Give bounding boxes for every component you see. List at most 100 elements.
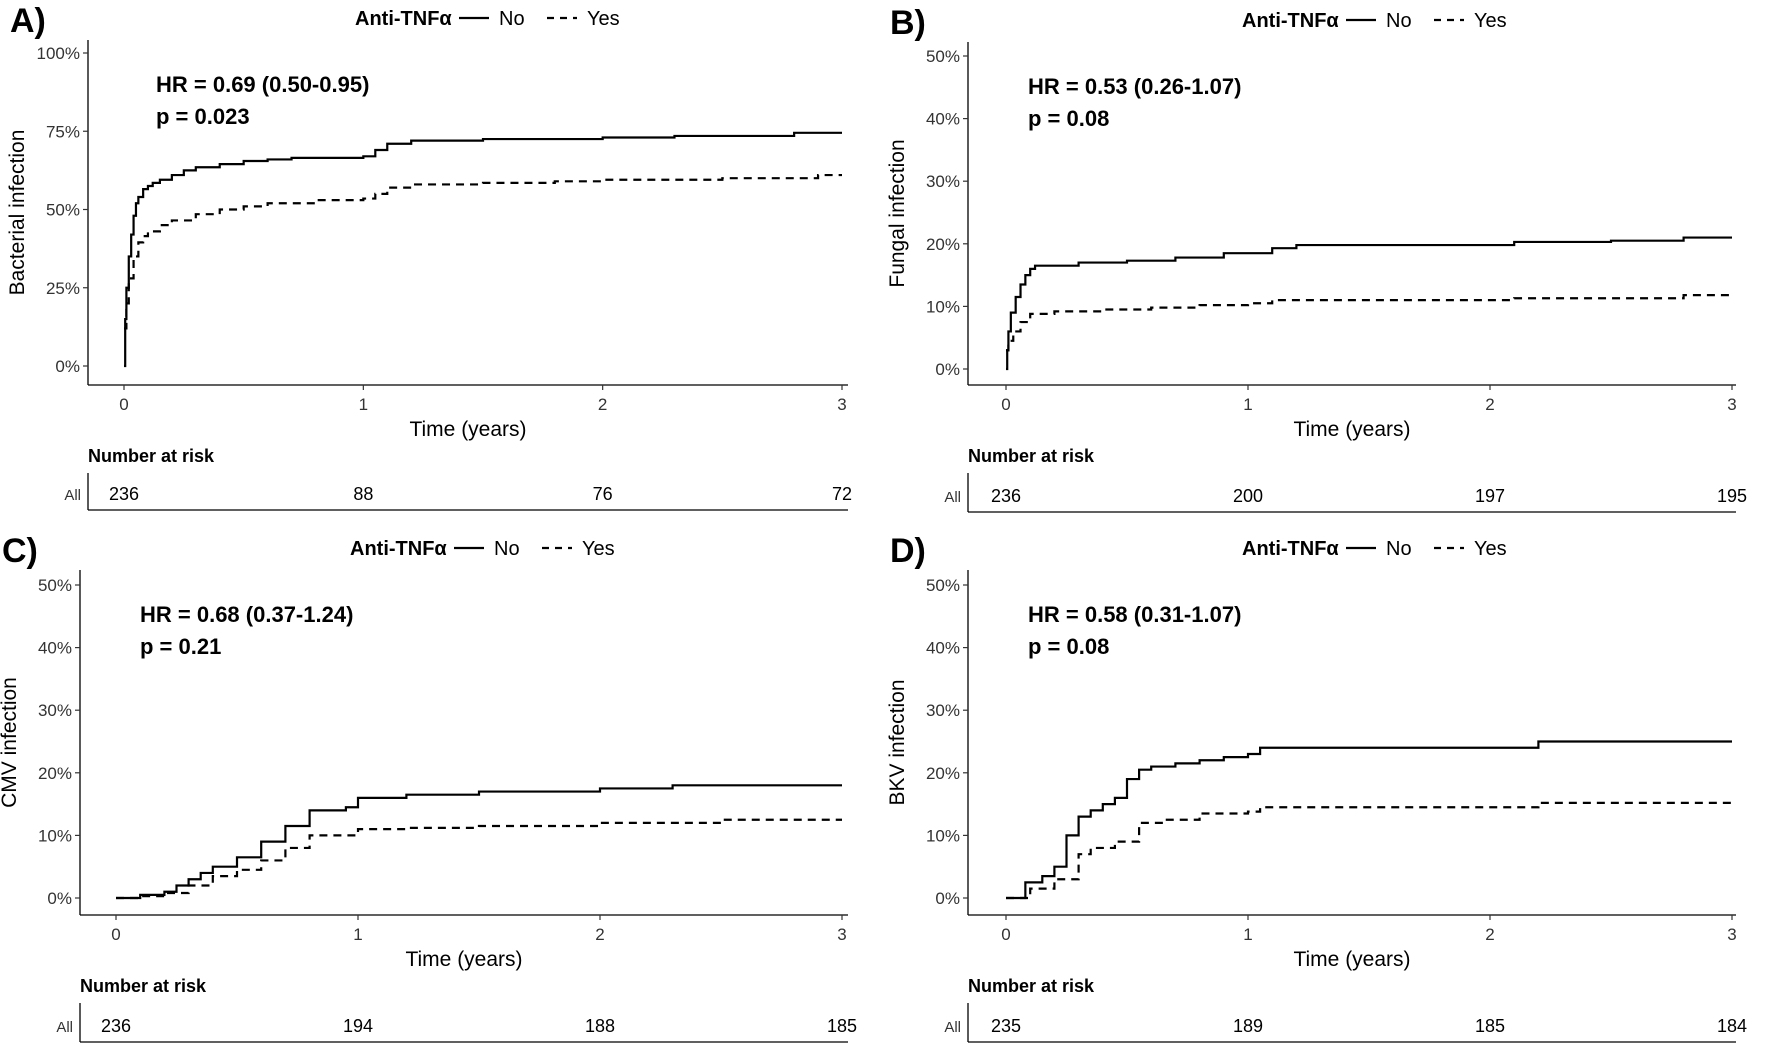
- y-tick-label: 30%: [926, 701, 960, 720]
- series-line-no: [116, 784, 842, 900]
- x-tick-label: 0: [1001, 925, 1010, 944]
- risk-value: 236: [991, 486, 1021, 506]
- risk-table-title: Number at risk: [80, 976, 207, 996]
- y-tick-label: 10%: [926, 826, 960, 845]
- chart-panel-4: D) Anti-TNFα No Yes 0% 10% 20% 30% 40% 50% 0 1 2 3 Tim…: [886, 532, 1747, 1043]
- risk-value: 236: [109, 484, 139, 504]
- series-line-yes: [1006, 294, 1732, 352]
- y-axis-title: Fungal infection: [886, 139, 909, 287]
- y-tick-label: 75%: [46, 122, 80, 141]
- risk-value: 236: [101, 1016, 131, 1036]
- chart-panel-3: C) Anti-TNFα No Yes 0% 10% 20% 30% 40% 50% 0 1 2 3 Tim…: [0, 532, 857, 1043]
- y-tick-label: 20%: [926, 235, 960, 254]
- legend-label-yes: Yes: [587, 8, 620, 30]
- x-tick-label: 3: [1727, 395, 1736, 414]
- x-tick-label: 1: [1243, 395, 1252, 414]
- x-tick-label: 2: [1485, 395, 1494, 414]
- risk-table-title: Number at risk: [88, 446, 215, 466]
- x-tick-label: 2: [1485, 925, 1494, 944]
- x-tick-label: 3: [1727, 925, 1736, 944]
- y-tick-label: 0%: [55, 357, 80, 376]
- chart-panel-2: B) Anti-TNFα No Yes 0% 10% 20% 30% 40% 50% 0 1 2 3 Tim…: [886, 4, 1747, 513]
- y-tick-label: 10%: [926, 297, 960, 316]
- y-axis-title: Bacterial infection: [6, 130, 29, 296]
- risk-value: 195: [1717, 486, 1747, 506]
- y-tick-label: 0%: [47, 889, 72, 908]
- x-tick-label: 2: [595, 925, 604, 944]
- series-line-no: [1006, 740, 1732, 900]
- legend-title: Anti-TNFα: [350, 538, 447, 560]
- y-tick-label: 40%: [38, 639, 72, 658]
- x-axis-title: Time (years): [1293, 948, 1410, 971]
- legend: Anti-TNFα No Yes: [350, 538, 615, 560]
- y-tick-label: 100%: [37, 44, 80, 63]
- x-axis-title: Time (years): [409, 418, 526, 441]
- panel-label: A): [10, 2, 46, 40]
- p-annotation: p = 0.08: [1028, 634, 1109, 659]
- y-tick-label: 30%: [926, 172, 960, 191]
- x-tick-label: 1: [353, 925, 362, 944]
- legend-label-no: No: [1386, 10, 1412, 32]
- series-line-yes: [116, 818, 842, 900]
- risk-row-label: All: [944, 489, 961, 506]
- risk-table: Number at risk All 236 88 76 72: [64, 446, 852, 511]
- y-tick-label: 20%: [38, 764, 72, 783]
- risk-value: 88: [353, 484, 373, 504]
- legend-label-yes: Yes: [1474, 538, 1507, 560]
- risk-value: 235: [991, 1016, 1021, 1036]
- hr-annotation: HR = 0.69 (0.50-0.95): [156, 72, 369, 97]
- legend-label-no: No: [1386, 538, 1412, 560]
- y-tick-label: 0%: [935, 360, 960, 379]
- legend-label-no: No: [499, 8, 525, 30]
- risk-value: 76: [593, 484, 613, 504]
- p-annotation: p = 0.08: [1028, 106, 1109, 131]
- panel-label: C): [2, 532, 38, 570]
- x-axis-title: Time (years): [405, 948, 522, 971]
- risk-table: Number at risk All 236 200 197 195: [944, 446, 1747, 513]
- panel-label: D): [890, 532, 926, 570]
- p-annotation: p = 0.023: [156, 104, 250, 129]
- y-tick-label: 30%: [38, 701, 72, 720]
- legend-label-yes: Yes: [1474, 10, 1507, 32]
- y-tick-label: 40%: [926, 110, 960, 129]
- legend: Anti-TNFα No Yes: [1242, 538, 1507, 560]
- risk-value: 194: [343, 1016, 373, 1036]
- x-tick-label: 0: [1001, 395, 1010, 414]
- risk-value: 185: [827, 1016, 857, 1036]
- y-tick-label: 50%: [46, 201, 80, 220]
- legend: Anti-TNFα No Yes: [355, 8, 620, 30]
- series-line-yes: [1006, 801, 1732, 900]
- risk-value: 185: [1475, 1016, 1505, 1036]
- x-tick-label: 2: [598, 395, 607, 414]
- risk-table: Number at risk All 236 194 188 185: [56, 976, 857, 1043]
- risk-row-label: All: [56, 1019, 73, 1036]
- x-tick-label: 3: [837, 925, 846, 944]
- panel-label: B): [890, 4, 926, 42]
- risk-table: Number at risk All 235 189 185 184: [944, 976, 1747, 1043]
- hr-annotation: HR = 0.53 (0.26-1.07): [1028, 74, 1241, 99]
- risk-value: 188: [585, 1016, 615, 1036]
- legend-label-no: No: [494, 538, 520, 560]
- risk-row-label: All: [944, 1019, 961, 1036]
- y-axis-title: BKV infection: [886, 679, 909, 805]
- x-tick-label: 3: [837, 395, 846, 414]
- y-tick-label: 50%: [926, 576, 960, 595]
- legend: Anti-TNFα No Yes: [1242, 10, 1507, 32]
- risk-table-title: Number at risk: [968, 976, 1095, 996]
- legend-title: Anti-TNFα: [355, 8, 452, 30]
- x-tick-label: 0: [119, 395, 128, 414]
- y-axis-title: CMV infection: [0, 677, 21, 808]
- p-annotation: p = 0.21: [140, 634, 221, 659]
- hr-annotation: HR = 0.58 (0.31-1.07): [1028, 602, 1241, 627]
- risk-value: 197: [1475, 486, 1505, 506]
- legend-label-yes: Yes: [582, 538, 615, 560]
- x-tick-label: 1: [359, 395, 368, 414]
- y-tick-label: 10%: [38, 826, 72, 845]
- y-tick-label: 25%: [46, 279, 80, 298]
- x-tick-label: 0: [111, 925, 120, 944]
- y-tick-label: 50%: [38, 576, 72, 595]
- chart-panel-1: A) Anti-TNFα No Yes 0% 25% 50% 75% 100% 0 1 2 3 Time …: [6, 2, 852, 511]
- x-tick-label: 1: [1243, 925, 1252, 944]
- risk-row-label: All: [64, 487, 81, 504]
